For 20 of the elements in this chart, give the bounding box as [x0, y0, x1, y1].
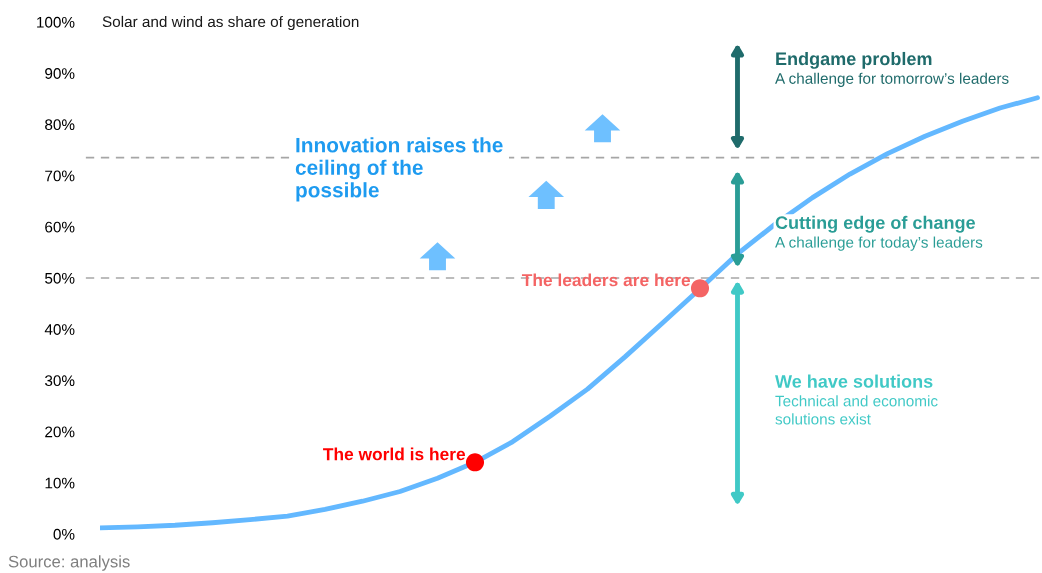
annotation: Endgame problem A challenge for tomorrow’s leaders: [775, 51, 1009, 87]
line-series: [100, 95, 1040, 531]
y-tick-label: 10%: [45, 477, 75, 489]
annotation: Innovation raises the ceiling of the possible: [295, 137, 503, 202]
y-tick-label: 100%: [37, 16, 75, 28]
y-tick-label: 30%: [45, 375, 75, 387]
series-label: The leaders are here: [521, 273, 691, 287]
y-tick-label: 50%: [45, 272, 75, 284]
annotation: Cutting edge of change A challenge for today’s leaders: [775, 215, 983, 251]
y-tick-label: 90%: [45, 68, 75, 79]
y-tick-label: 0%: [53, 528, 75, 540]
annotation: We have solutions Technical and economic solutions exist: [775, 374, 938, 425]
y-tick-label: 80%: [45, 119, 75, 131]
y-tick-label: 20%: [45, 426, 75, 438]
y-tick-label: 60%: [45, 221, 75, 233]
source-note: Source: analysis: [8, 555, 130, 571]
series-label: The world is here: [323, 447, 466, 461]
y-tick-label: 40%: [44, 324, 75, 335]
chart-title: Solar and wind as share of generation: [102, 15, 359, 31]
y-tick-label: 70%: [45, 170, 75, 182]
